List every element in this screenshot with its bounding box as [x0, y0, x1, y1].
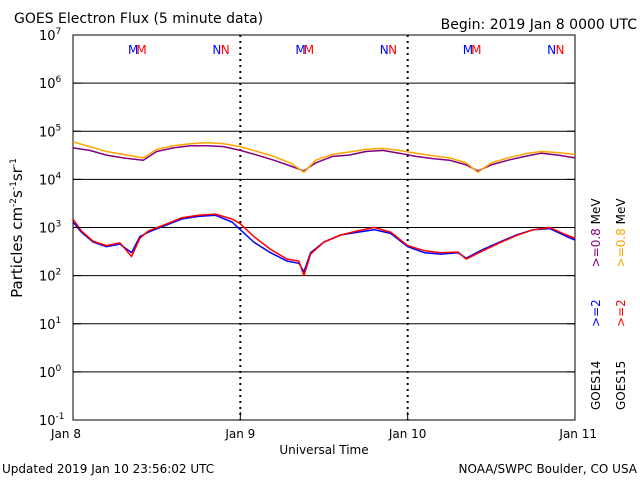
series-line-3 [72, 214, 576, 273]
y-axis-label-part-1: Particles cm [8, 207, 26, 298]
y-tick-exponent: 0 [56, 364, 62, 374]
marker-label: M [295, 43, 305, 57]
x-axis-label: Universal Time [279, 443, 368, 457]
marker-label: N [380, 43, 389, 57]
y-axis-label-part-5: sr [8, 166, 26, 181]
y-tick-exponent: 6 [56, 75, 62, 85]
y-tick-exponent: 2 [56, 268, 62, 278]
updated-time: Updated 2019 Jan 10 23:56:02 UTC [2, 462, 214, 476]
marker-label: N [221, 43, 230, 57]
gridlines [73, 82, 575, 373]
satellite-markers: MM N N MM N N MM N N [128, 43, 564, 57]
legend-goes14-08mev: >=0.8 [589, 228, 603, 267]
marker-label: M [136, 43, 146, 57]
series-line-1 [72, 144, 576, 172]
y-tick-exponent: -1 [56, 412, 65, 422]
y-tick-exponent: 3 [56, 220, 62, 230]
y-axis-label-part-2: -2 [9, 198, 19, 207]
y-tick-label: 107 [39, 27, 61, 44]
x-tick-label: Jan 8 [50, 427, 81, 441]
legend-mev-1: MeV [589, 198, 603, 225]
y-tick-exponent: 4 [56, 171, 62, 181]
legend-goes14-2mev: >=2 [589, 299, 603, 327]
legend-column-2: GOES15 >=2 >=0.8 MeV [614, 198, 628, 410]
y-axis-label-part-4: -1 [9, 181, 19, 190]
y-tick-exponent: 5 [56, 123, 62, 133]
marker-label: M [128, 43, 138, 57]
marker-label: N [547, 43, 556, 57]
marker-label: M [471, 43, 481, 57]
begin-time: Begin: 2019 Jan 8 0000 UTC [441, 17, 638, 33]
x-tick-label: Jan 9 [224, 427, 255, 441]
chart-title: GOES Electron Flux (5 minute data) [14, 11, 263, 27]
marker-label: N [388, 43, 397, 57]
y-tick-label: 100 [39, 364, 62, 381]
y-tick-label: 106 [39, 75, 62, 92]
credit: NOAA/SWPC Boulder, CO USA [459, 462, 638, 476]
series-line-4 [72, 213, 576, 277]
marker-label: M [463, 43, 473, 57]
y-tick-label: 101 [39, 316, 61, 333]
marker-label: N [555, 43, 564, 57]
legend-goes14: GOES14 [589, 361, 603, 410]
y-tick-label: 102 [39, 268, 61, 285]
y-axis-label: Particles cm-2s-1sr-1 [8, 158, 26, 298]
y-axis-label-part-3: s [8, 190, 26, 198]
x-axis-ticks: Jan 8 Jan 9 Jan 10 Jan 11 [50, 412, 597, 441]
legend-mev-2: MeV [614, 198, 628, 225]
series-line-2 [72, 141, 576, 174]
y-axis-label-part-6: -1 [9, 158, 19, 167]
x-tick-label: Jan 10 [388, 427, 427, 441]
legend-column-1: GOES14 >=2 >=0.8 MeV [589, 198, 603, 410]
legend-goes15: GOES15 [614, 361, 628, 410]
y-tick-label: 105 [39, 123, 61, 140]
y-tick-exponent: 1 [56, 316, 62, 326]
y-tick-label: 10-1 [39, 412, 65, 429]
marker-label: N [212, 43, 221, 57]
marker-label: M [304, 43, 314, 57]
y-tick-label: 103 [39, 220, 61, 237]
y-tick-label: 104 [39, 171, 62, 188]
legend-goes15-08mev: >=0.8 [614, 228, 628, 267]
legend-goes15-2mev: >=2 [614, 299, 628, 327]
x-tick-label: Jan 11 [558, 427, 597, 441]
series-group [72, 141, 576, 277]
y-tick-exponent: 7 [56, 27, 62, 37]
